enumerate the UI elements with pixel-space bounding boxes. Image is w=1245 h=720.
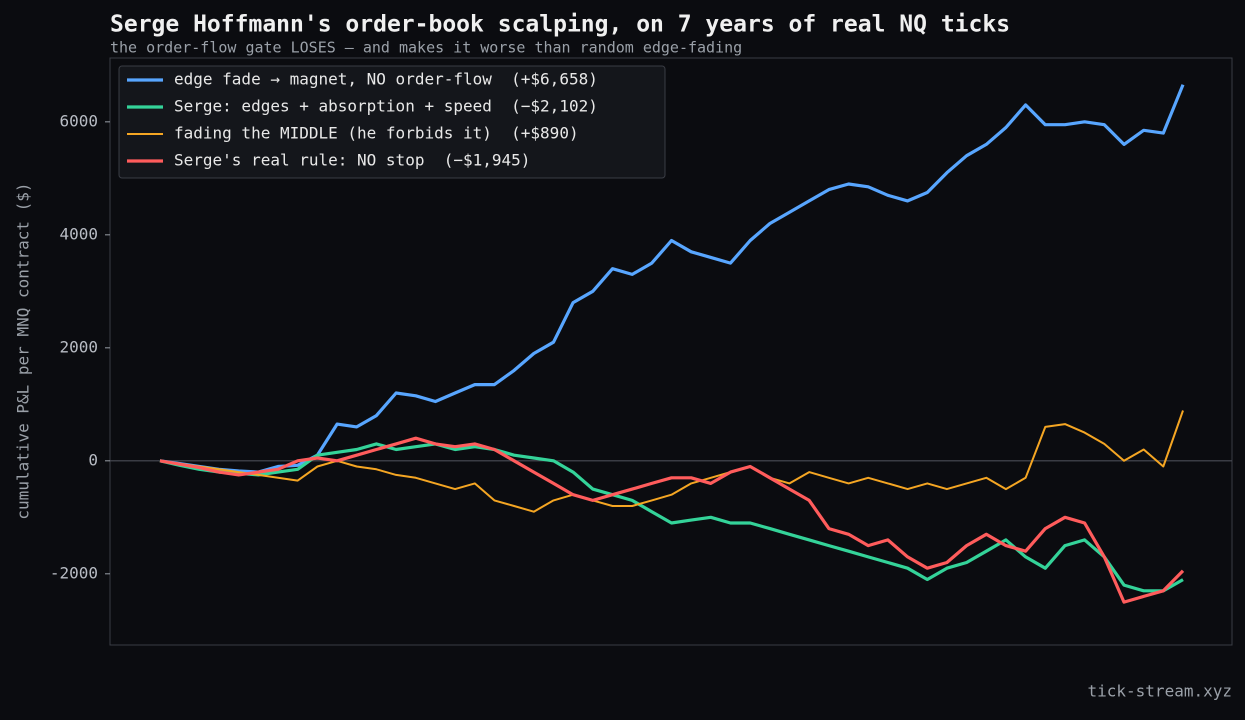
chart-subtitle: the order-flow gate LOSES — and makes it… <box>110 39 742 57</box>
series-line <box>159 442 1184 593</box>
y-tick-label: 4000 <box>59 224 98 243</box>
y-tick-label: 6000 <box>59 111 98 130</box>
series-line <box>159 410 1184 513</box>
legend-label: fading the MIDDLE (he forbids it) (+$890… <box>174 124 579 143</box>
y-tick-label: 2000 <box>59 337 98 356</box>
y-axis-label: cumulative P&L per MNQ contract ($) <box>14 182 33 519</box>
chart-title: Serge Hoffmann's order-book scalping, on… <box>110 12 1010 38</box>
y-tick-label: 0 <box>88 450 98 469</box>
legend-label: Serge: edges + absorption + speed (−$2,1… <box>174 97 598 116</box>
legend-box <box>118 65 666 179</box>
series-line <box>159 436 1185 604</box>
legend-label: Serge's real rule: NO stop (−$1,945) <box>174 151 530 170</box>
watermark: tick-stream.xyz <box>1088 682 1233 701</box>
series-line <box>159 84 1185 474</box>
legend-label: edge fade → magnet, NO order-flow (+$6,6… <box>174 70 598 89</box>
plot-frame <box>109 57 1233 646</box>
y-tick-label: -2000 <box>50 563 98 582</box>
